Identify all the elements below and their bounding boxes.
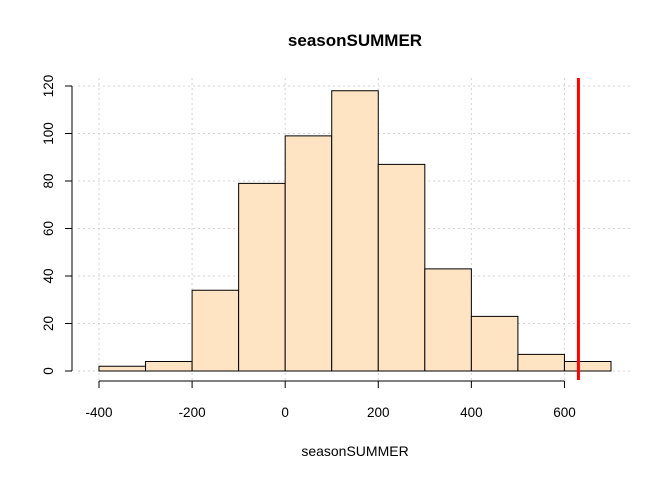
x-tick-label: 200 xyxy=(367,405,390,420)
histogram-bar xyxy=(470,315,519,372)
y-tick-label: 100 xyxy=(41,122,56,145)
x-axis: -400 -200 0 200 400 600 xyxy=(85,380,576,420)
histogram-bar xyxy=(98,365,147,372)
chart-title: seasonSUMMER xyxy=(288,31,422,50)
histogram-bar xyxy=(517,353,565,372)
y-tick-label: 40 xyxy=(41,268,56,283)
x-tick-label: 0 xyxy=(281,405,289,420)
histogram-bar xyxy=(424,268,472,372)
y-tick-label: 0 xyxy=(41,367,56,375)
histogram-bar xyxy=(377,163,426,372)
histogram-bar xyxy=(145,361,193,372)
y-tick-label: 60 xyxy=(41,221,56,236)
histogram-bar xyxy=(284,135,333,372)
y-axis: 0 20 40 60 80 100 120 xyxy=(41,75,73,375)
y-tick-label: 120 xyxy=(41,75,56,98)
histogram-bar xyxy=(191,289,240,372)
y-tick-label: 80 xyxy=(41,173,56,188)
x-tick-label: 400 xyxy=(460,405,483,420)
x-axis-label: seasonSUMMER xyxy=(301,443,408,459)
histogram-bar xyxy=(238,182,286,372)
y-tick-label: 20 xyxy=(41,316,56,331)
histogram-bar xyxy=(331,90,379,372)
histogram-bar xyxy=(563,361,612,372)
x-tick-label: -400 xyxy=(85,405,112,420)
x-tick-label: -200 xyxy=(179,405,206,420)
x-tick-label: 600 xyxy=(553,405,576,420)
histogram-bars xyxy=(98,90,612,372)
